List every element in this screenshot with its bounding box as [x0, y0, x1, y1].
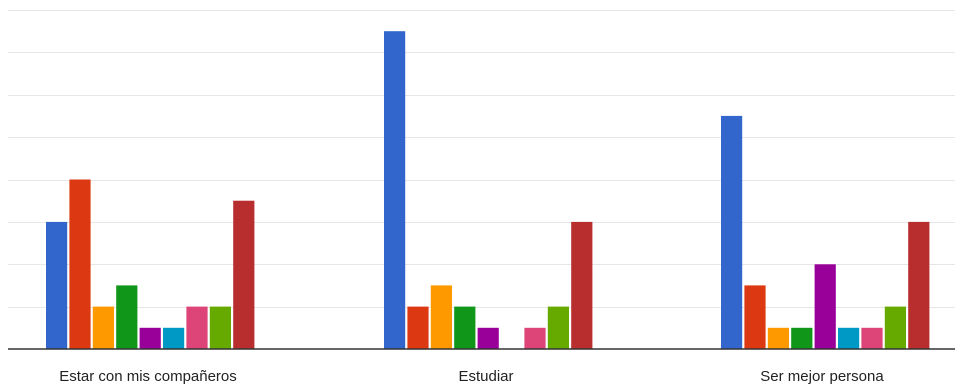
bar-group [46, 179, 255, 350]
bar[interactable] [721, 115, 743, 350]
bar[interactable] [69, 179, 91, 350]
bar-group [721, 115, 930, 350]
bar[interactable] [139, 327, 161, 349]
bar[interactable] [884, 306, 906, 349]
bar[interactable] [838, 327, 860, 349]
category-labels: Estar con mis compañeros Estudiar Ser mejo… [59, 368, 884, 385]
bar[interactable] [454, 306, 476, 349]
bar[interactable] [524, 327, 546, 349]
bar[interactable] [46, 221, 68, 349]
bar[interactable] [791, 327, 813, 349]
bars [46, 31, 930, 350]
bar[interactable] [571, 221, 593, 349]
bar[interactable] [233, 200, 255, 349]
bar[interactable] [209, 306, 231, 349]
category-label: Ser mejor persona [760, 368, 884, 385]
bar[interactable] [547, 306, 569, 349]
bar[interactable] [407, 306, 429, 349]
category-label: Estudiar [458, 368, 513, 385]
bar[interactable] [861, 327, 883, 349]
bar[interactable] [92, 306, 114, 349]
bar[interactable] [477, 327, 499, 349]
category-label: Estar con mis compañeros [59, 368, 237, 385]
bar[interactable] [744, 285, 766, 349]
bar[interactable] [908, 221, 930, 349]
gridlines [8, 10, 955, 308]
bar-group [384, 31, 593, 349]
bar[interactable] [186, 306, 208, 349]
bar[interactable] [163, 327, 185, 349]
bar[interactable] [814, 264, 836, 350]
bar[interactable] [384, 31, 406, 349]
bar[interactable] [116, 285, 138, 349]
bar[interactable] [767, 327, 789, 349]
bar[interactable] [430, 285, 452, 349]
